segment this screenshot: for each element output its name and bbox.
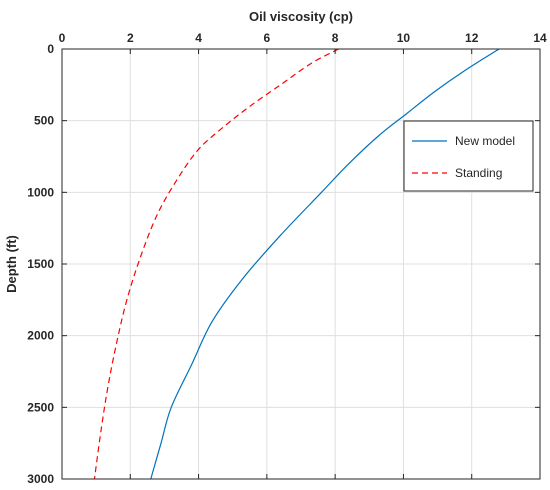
x-tick-label: 8 bbox=[332, 31, 339, 45]
legend-label-standing: Standing bbox=[455, 166, 502, 180]
x-tick-label: 2 bbox=[127, 31, 134, 45]
x-tick-label: 12 bbox=[465, 31, 479, 45]
y-tick-label: 1500 bbox=[27, 257, 54, 271]
x-tick-labels: 0 2 4 6 8 10 12 14 bbox=[59, 31, 547, 45]
y-axis-label: Depth (ft) bbox=[4, 235, 19, 293]
x-tick-label: 10 bbox=[397, 31, 411, 45]
y-tick-label: 1000 bbox=[27, 185, 54, 199]
y-tick-label: 3000 bbox=[27, 472, 54, 486]
x-axis-label: Oil viscosity (cp) bbox=[249, 9, 353, 24]
y-tick-label: 2000 bbox=[27, 329, 54, 343]
tick-marks bbox=[61, 48, 541, 480]
series-line-standing bbox=[93, 48, 339, 480]
series-line-new-model bbox=[150, 48, 500, 480]
series-lines bbox=[93, 48, 500, 480]
x-tick-label: 4 bbox=[195, 31, 202, 45]
y-tick-label: 0 bbox=[47, 42, 54, 56]
x-tick-label: 0 bbox=[59, 31, 66, 45]
y-tick-labels: 0 500 1000 1500 2000 2500 3000 bbox=[27, 42, 54, 486]
y-tick-label: 500 bbox=[34, 114, 54, 128]
y-tick-label: 2500 bbox=[27, 400, 54, 414]
x-tick-label: 6 bbox=[264, 31, 271, 45]
legend-box bbox=[403, 120, 534, 192]
legend-label-new-model: New model bbox=[455, 134, 515, 148]
legend: New model Standing bbox=[403, 120, 534, 192]
x-tick-label: 14 bbox=[533, 31, 547, 45]
